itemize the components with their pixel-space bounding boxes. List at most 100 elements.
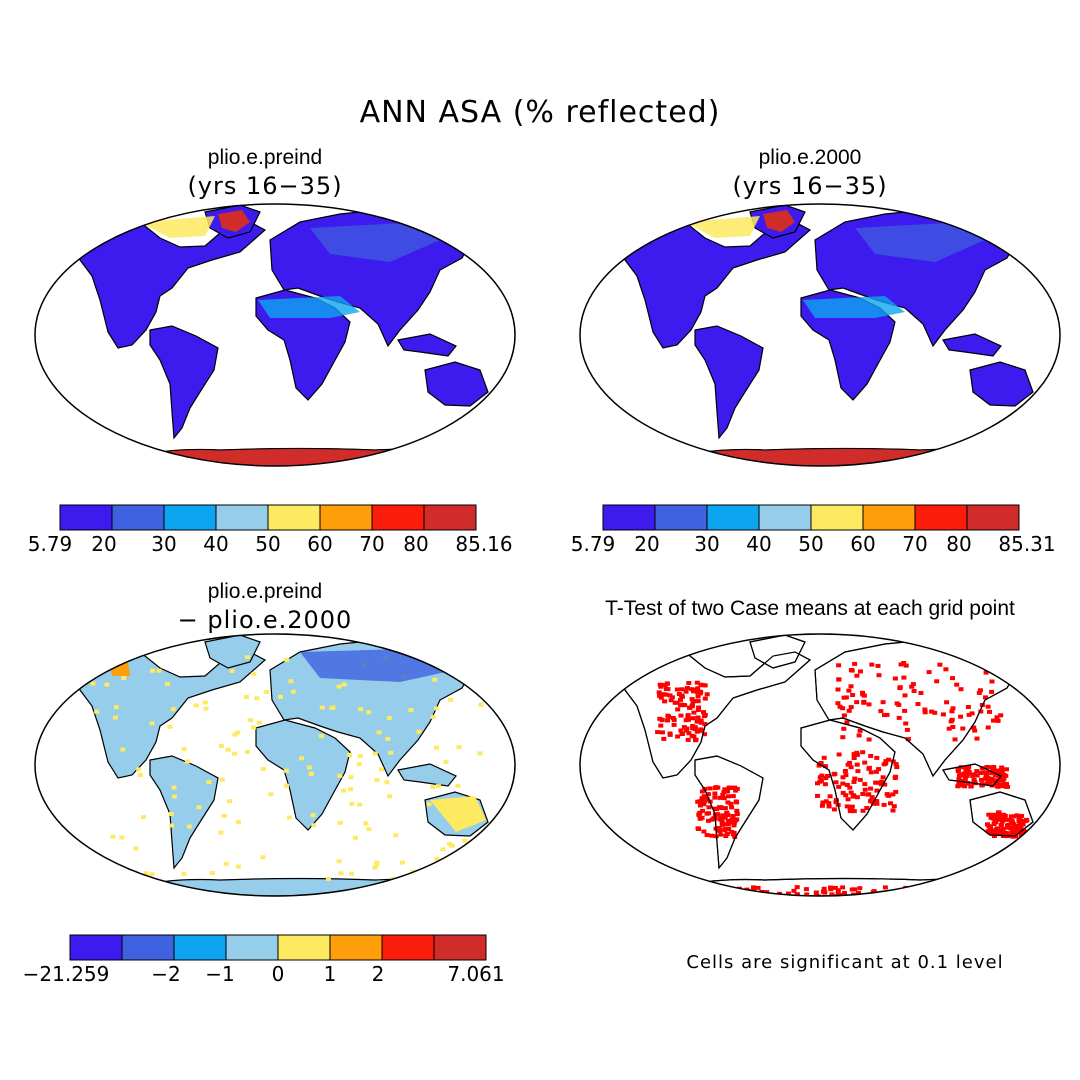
signif-cell xyxy=(932,885,938,889)
signif-cell xyxy=(658,684,664,689)
diff-cell xyxy=(336,859,342,864)
colorbar-swatch xyxy=(319,504,373,531)
signif-cell xyxy=(685,714,691,719)
map-border xyxy=(34,633,516,897)
signif-cell xyxy=(667,732,673,737)
signif-cell xyxy=(980,661,986,666)
signif-cell xyxy=(701,714,707,719)
colorbar-label: 5.79 xyxy=(27,532,73,556)
signif-cell xyxy=(678,728,684,733)
diff-cell xyxy=(219,777,225,782)
signif-cell xyxy=(755,885,761,890)
signif-cell xyxy=(660,730,665,735)
signif-cell xyxy=(1014,813,1020,818)
signif-cell xyxy=(731,830,737,835)
diff-cell xyxy=(248,718,254,723)
signif-cell xyxy=(803,887,809,892)
diff-cell xyxy=(356,762,362,767)
diff-cell xyxy=(349,801,355,806)
signif-cell xyxy=(1010,829,1016,834)
signif-cell xyxy=(695,686,701,691)
panel1-subtitle: (yrs 16−35) xyxy=(187,172,343,200)
signif-cell xyxy=(884,712,890,717)
signif-cell xyxy=(831,807,837,812)
diff-cell xyxy=(202,700,208,705)
signif-cell xyxy=(659,718,665,723)
diff-cell xyxy=(426,802,432,807)
diff-cell xyxy=(264,689,270,694)
signif-cell xyxy=(854,700,860,705)
signif-cell xyxy=(689,697,695,702)
colorbar-swatch xyxy=(966,504,1020,531)
diff-cell xyxy=(455,783,461,788)
signif-cell xyxy=(729,805,735,810)
diff-cell xyxy=(434,745,440,750)
diff-cell xyxy=(244,749,250,754)
signif-cell xyxy=(998,767,1004,772)
signif-cell xyxy=(905,737,911,742)
signif-cell xyxy=(714,807,720,812)
signif-cell xyxy=(734,800,740,805)
signif-cell xyxy=(972,728,978,733)
signif-cell xyxy=(845,797,851,802)
signif-cell xyxy=(880,700,886,705)
signif-cell xyxy=(848,790,854,795)
signif-cell xyxy=(920,891,926,896)
signif-cell xyxy=(704,797,710,802)
signif-cell xyxy=(985,822,990,827)
colorbar-label: 1 xyxy=(323,962,337,986)
signif-cell xyxy=(656,690,662,695)
colorbar-label: 0 xyxy=(271,962,285,986)
signif-cell xyxy=(840,735,846,740)
signif-cell xyxy=(713,785,719,790)
signif-cell xyxy=(954,682,960,687)
signif-cell xyxy=(695,699,701,704)
colorbar-2 xyxy=(602,504,1020,531)
signif-cell xyxy=(827,794,833,799)
colorbar-label: −21.259 xyxy=(22,962,110,986)
signif-cell xyxy=(860,808,866,813)
colorbar-swatch xyxy=(59,504,113,531)
signif-cell xyxy=(951,891,957,896)
diff-cell xyxy=(299,756,304,761)
signif-cell xyxy=(723,834,729,838)
signif-cell xyxy=(910,682,916,687)
colorbar-label: 50 xyxy=(798,532,824,556)
colorbar-swatch xyxy=(277,934,331,961)
diff-cell xyxy=(90,871,95,875)
map-border xyxy=(34,203,516,467)
signif-cell xyxy=(978,709,984,714)
signif-cell xyxy=(700,808,706,813)
signif-cell xyxy=(701,829,707,834)
signif-cell xyxy=(858,669,863,674)
colorbar-label: 85.31 xyxy=(998,532,1056,556)
signif-cell xyxy=(996,811,1002,815)
signif-cell xyxy=(844,804,850,809)
colorbar-swatch xyxy=(111,504,165,531)
signif-cell xyxy=(671,718,677,722)
signif-cell xyxy=(732,892,738,896)
signif-cell xyxy=(846,708,852,713)
signif-cell xyxy=(817,779,823,784)
signif-cell xyxy=(717,817,723,822)
signif-cell xyxy=(992,817,998,822)
signif-cell xyxy=(903,663,909,668)
signif-cell xyxy=(987,827,993,832)
signif-cell xyxy=(836,663,842,668)
diff-cell xyxy=(435,863,440,868)
diff-cell xyxy=(184,759,190,764)
signif-cell xyxy=(706,805,712,810)
signif-cell xyxy=(915,702,921,706)
map-panel-4 xyxy=(579,633,1061,897)
colorbar-swatch xyxy=(862,504,916,531)
diff-cell xyxy=(440,847,446,852)
diff-cell xyxy=(478,702,484,707)
signif-cell xyxy=(691,710,697,715)
diff-cell xyxy=(121,676,127,680)
signif-cell xyxy=(1007,817,1013,822)
diff-cell xyxy=(171,794,177,799)
signif-cell xyxy=(694,680,700,685)
diff-cell xyxy=(232,751,238,756)
signif-cell xyxy=(978,770,984,775)
signif-cell xyxy=(842,769,848,773)
